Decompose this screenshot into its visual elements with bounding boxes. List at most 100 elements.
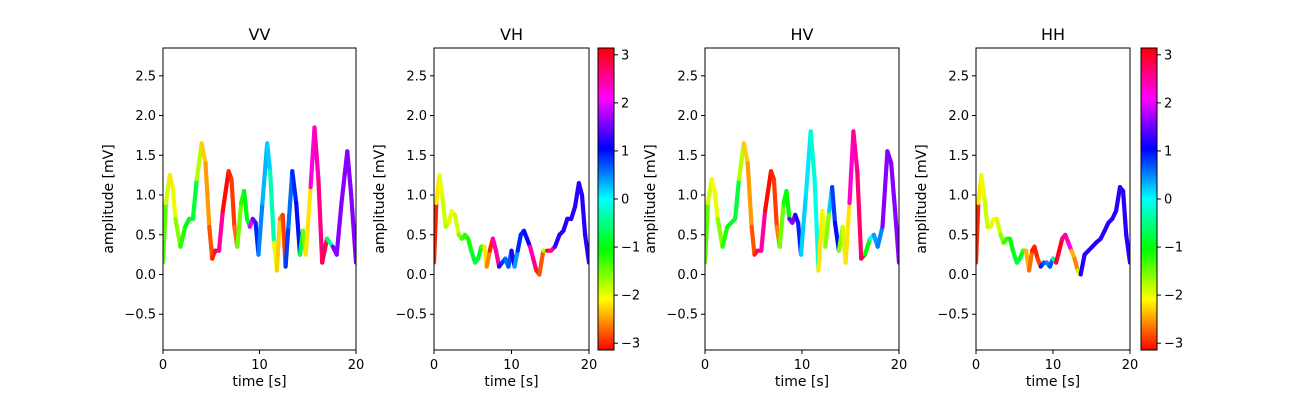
signal-segment (777, 200, 786, 249)
x-axis-label: time [s] (775, 374, 829, 390)
signal-segment (579, 192, 588, 237)
subplot-hv: 0 10 20 −0.5 0.0 0.5 1.0 1.5 2.0 2.5 HV time [s] amp… (643, 25, 907, 390)
signal-segment (216, 208, 225, 253)
signal-segment (320, 236, 330, 265)
signal-segment (484, 248, 492, 269)
signal-line (976, 173, 1130, 277)
signal-segment (843, 200, 852, 265)
signal-segment (203, 161, 212, 229)
signal-segment (889, 161, 898, 213)
x-tick-label: 20 (581, 358, 598, 373)
y-tick-label: 0.0 (406, 268, 427, 283)
signal-segment (829, 185, 838, 225)
colorbar-tick-label: −1 (1164, 241, 1183, 256)
y-tick-label: −0.5 (666, 308, 698, 323)
signal-segment (235, 200, 244, 249)
panel-title: VV (249, 25, 271, 44)
colorbar: 3 2 1 0 −1 −2 −3 (597, 47, 640, 352)
y-tick-label: 0.0 (135, 268, 156, 283)
signal-segment (312, 125, 321, 182)
y-tick-label: 2.5 (677, 69, 698, 84)
y-tick-label: 1.5 (406, 149, 427, 164)
x-tick-label: 20 (348, 358, 365, 373)
x-tick-label: 0 (701, 358, 709, 373)
x-tick-label: 20 (1122, 358, 1139, 373)
y-tick-label: 2.0 (677, 109, 698, 124)
signal-segment (798, 192, 809, 257)
panel-title: VH (500, 25, 523, 44)
signal-segment (452, 212, 461, 237)
signal-segment (1078, 252, 1087, 277)
signal-segment (749, 224, 757, 257)
x-tick-label: 10 (251, 358, 268, 373)
signal-segment (265, 141, 273, 174)
x-tick-label: 10 (503, 358, 520, 373)
signal-segment (892, 208, 899, 265)
y-axis-label: amplitude [mV] (643, 144, 659, 253)
signal-segment (784, 189, 792, 221)
signal-line (705, 129, 899, 273)
signal-segment (771, 177, 779, 229)
signal-segment (515, 232, 523, 253)
x-tick-label: 10 (1045, 358, 1062, 373)
y-tick-label: 2.5 (948, 69, 969, 84)
signal-segment (349, 192, 356, 265)
y-axis-label: amplitude [mV] (914, 144, 930, 253)
signal-segment (1124, 232, 1130, 265)
signal-segment (290, 169, 299, 206)
y-axis-label: amplitude [mV] (101, 144, 117, 253)
signal-segment (220, 169, 231, 213)
signal-segment (741, 141, 750, 166)
signal-segment (979, 173, 987, 202)
y-tick-label: −0.5 (395, 308, 427, 323)
colorbar-gradient (1140, 47, 1158, 351)
signal-segment (178, 224, 188, 249)
signal-line (434, 173, 589, 277)
signal-segment (712, 189, 720, 221)
signal-segment (283, 224, 291, 269)
axes-frame (704, 47, 900, 351)
signal-segment (1026, 248, 1035, 273)
colorbar-tick-label: −2 (621, 289, 640, 304)
colorbar-tick-label: 0 (1164, 193, 1172, 208)
signal-segment (851, 129, 860, 174)
signal-segment (552, 232, 562, 249)
colorbar-tick-label: −2 (1164, 289, 1183, 304)
signal-segment (345, 149, 354, 198)
colorbar-tick-label: 2 (621, 96, 629, 111)
signal-segment (316, 177, 325, 265)
y-tick-label: 0.0 (948, 268, 969, 283)
colorbar-tick-label: 0 (621, 193, 629, 208)
y-tick-label: 0.5 (677, 228, 698, 243)
y-tick-label: 1.0 (135, 189, 156, 204)
signal-segment (762, 169, 774, 213)
panel-title: HH (1041, 25, 1065, 44)
signal-segment (880, 149, 890, 229)
signal-segment (855, 169, 864, 261)
signal-segment (229, 177, 237, 229)
y-tick-label: 1.0 (948, 189, 969, 204)
signal-segment (582, 232, 589, 265)
signal-segment (994, 216, 1003, 237)
signal-segment (1113, 185, 1123, 213)
y-axis-label: amplitude [mV] (372, 144, 388, 253)
x-tick-label: 0 (430, 358, 438, 373)
y-tick-label: 1.0 (406, 189, 427, 204)
colorbar: 3 2 1 0 −1 −2 −3 (1140, 47, 1183, 352)
axes-frame (162, 47, 357, 351)
colorbar-tick-label: 1 (1164, 144, 1172, 159)
y-tick-label: 0.5 (135, 228, 156, 243)
signal-segment (268, 169, 277, 245)
y-tick-label: 1.5 (948, 149, 969, 164)
signal-segment (303, 185, 313, 257)
signal-segment (207, 224, 215, 261)
signal-segment (199, 141, 208, 166)
colorbar-tick-label: 3 (621, 48, 629, 63)
colorbar-tick-label: 2 (1164, 96, 1172, 111)
signal-segment (745, 161, 754, 229)
signal-segment (732, 177, 742, 221)
signal-segment (862, 236, 873, 257)
panel-title: HV (791, 25, 814, 44)
x-tick-label: 0 (159, 358, 167, 373)
